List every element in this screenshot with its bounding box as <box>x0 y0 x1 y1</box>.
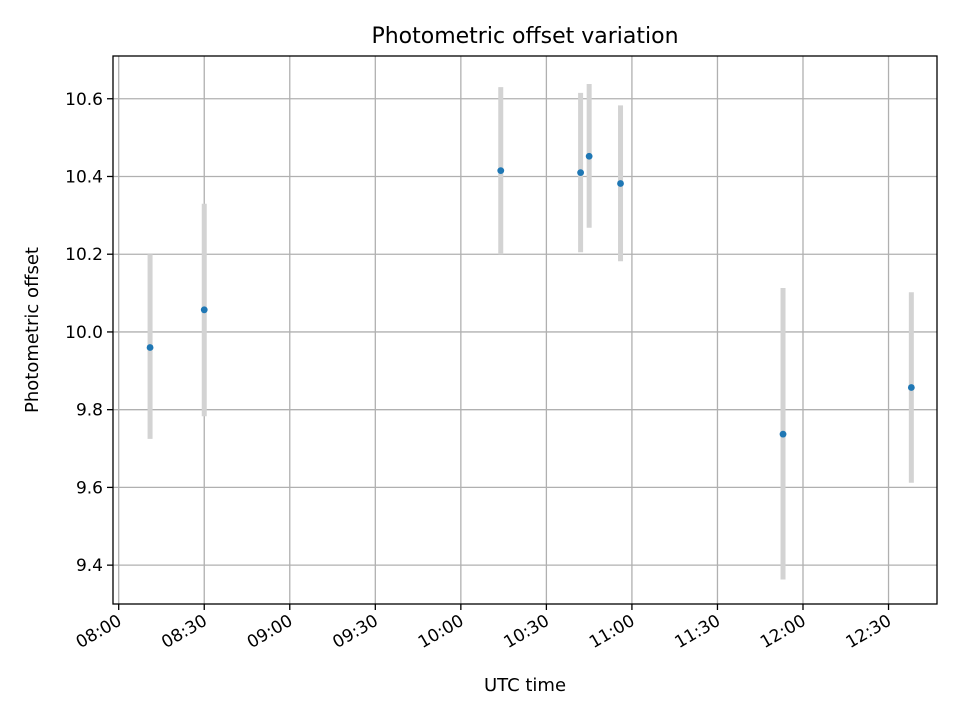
plot-frame <box>112 55 938 605</box>
x-tick-label: 10:00 <box>415 611 467 653</box>
y-tick-label: 10.6 <box>65 90 103 110</box>
x-tick-label: 12:00 <box>757 611 809 653</box>
x-tick-label: 12:30 <box>843 611 895 653</box>
x-tick-label: 09:30 <box>329 611 381 653</box>
data-point <box>146 344 154 351</box>
data-point <box>200 306 208 314</box>
y-tick-label: 9.4 <box>76 556 103 576</box>
y-tick-label: 9.6 <box>76 478 103 498</box>
y-tick-label: 10.0 <box>65 323 103 343</box>
data-point <box>779 430 787 438</box>
x-tick-label: 08:00 <box>73 611 125 653</box>
chart-title: Photometric offset variation <box>371 24 678 49</box>
x-tick-label: 08:30 <box>158 611 210 653</box>
data-point <box>577 169 584 176</box>
data-points <box>146 152 915 438</box>
y-tick-label: 9.8 <box>76 401 103 421</box>
grid-lines <box>113 56 937 604</box>
data-point <box>907 384 915 391</box>
data-point <box>617 180 624 187</box>
data-point <box>497 167 505 175</box>
y-tick-label: 10.4 <box>65 167 103 187</box>
data-point <box>585 152 593 160</box>
x-tick-label: 10:30 <box>500 611 552 653</box>
y-axis-ticks: 9.4 9.6 9.8 10.0 10.2 10.4 10.6 <box>65 90 113 576</box>
x-tick-label: 11:00 <box>586 611 638 653</box>
x-tick-label: 11:30 <box>672 611 724 653</box>
x-axis-ticks: 08:00 08:30 09:00 09:30 10:00 10:30 11:00 11:30… <box>73 604 895 653</box>
y-axis-label: Photometric offset <box>22 247 43 413</box>
x-axis-label: UTC time <box>484 675 566 696</box>
x-tick-label: 09:00 <box>244 611 296 653</box>
y-tick-label: 10.2 <box>65 245 103 265</box>
